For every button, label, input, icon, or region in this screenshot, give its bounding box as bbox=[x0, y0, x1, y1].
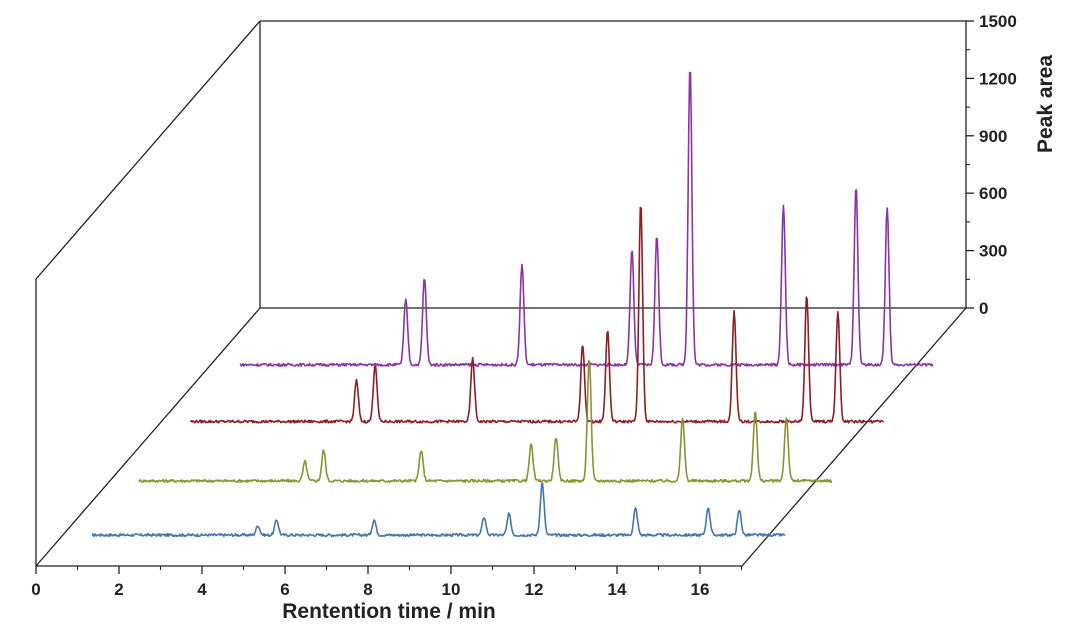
y-tick-label: 900 bbox=[979, 127, 1007, 146]
left-wall-top-edge bbox=[35, 20, 261, 280]
y-tick-label: 1200 bbox=[979, 69, 1017, 88]
y-tick-label: 300 bbox=[979, 242, 1007, 261]
x-tick-label: 12 bbox=[525, 580, 544, 599]
x-tick-label: 4 bbox=[197, 580, 207, 599]
x-tick-label: 6 bbox=[280, 580, 289, 599]
series-2-trace bbox=[138, 359, 833, 484]
x-tick-label: 0 bbox=[31, 580, 40, 599]
floor-left-edge bbox=[35, 307, 261, 567]
traces bbox=[91, 64, 934, 538]
x-tick-label: 8 bbox=[363, 580, 372, 599]
y-axis-title: Peak area bbox=[1034, 55, 1057, 153]
series-4-trace bbox=[239, 71, 934, 367]
x-tick-label: 10 bbox=[442, 580, 461, 599]
y-tick-label: 600 bbox=[979, 184, 1007, 203]
chart-frame bbox=[35, 20, 967, 567]
x-tick-label: 2 bbox=[114, 580, 123, 599]
x-axis-title: Rentention time / min bbox=[282, 600, 496, 623]
y-tick-label: 0 bbox=[979, 299, 988, 318]
y-axis: 0 300 600 900 1200 1500 bbox=[966, 12, 1017, 318]
x-tick-label: 16 bbox=[691, 580, 710, 599]
x-tick-label: 14 bbox=[608, 580, 627, 599]
y-tick-label: 1500 bbox=[979, 12, 1017, 31]
floor-right-edge bbox=[741, 307, 967, 567]
series-3-trace bbox=[189, 206, 884, 424]
series-1-trace bbox=[91, 482, 786, 538]
x-axis: 0 2 4 6 8 10 12 14 16 bbox=[31, 566, 743, 599]
